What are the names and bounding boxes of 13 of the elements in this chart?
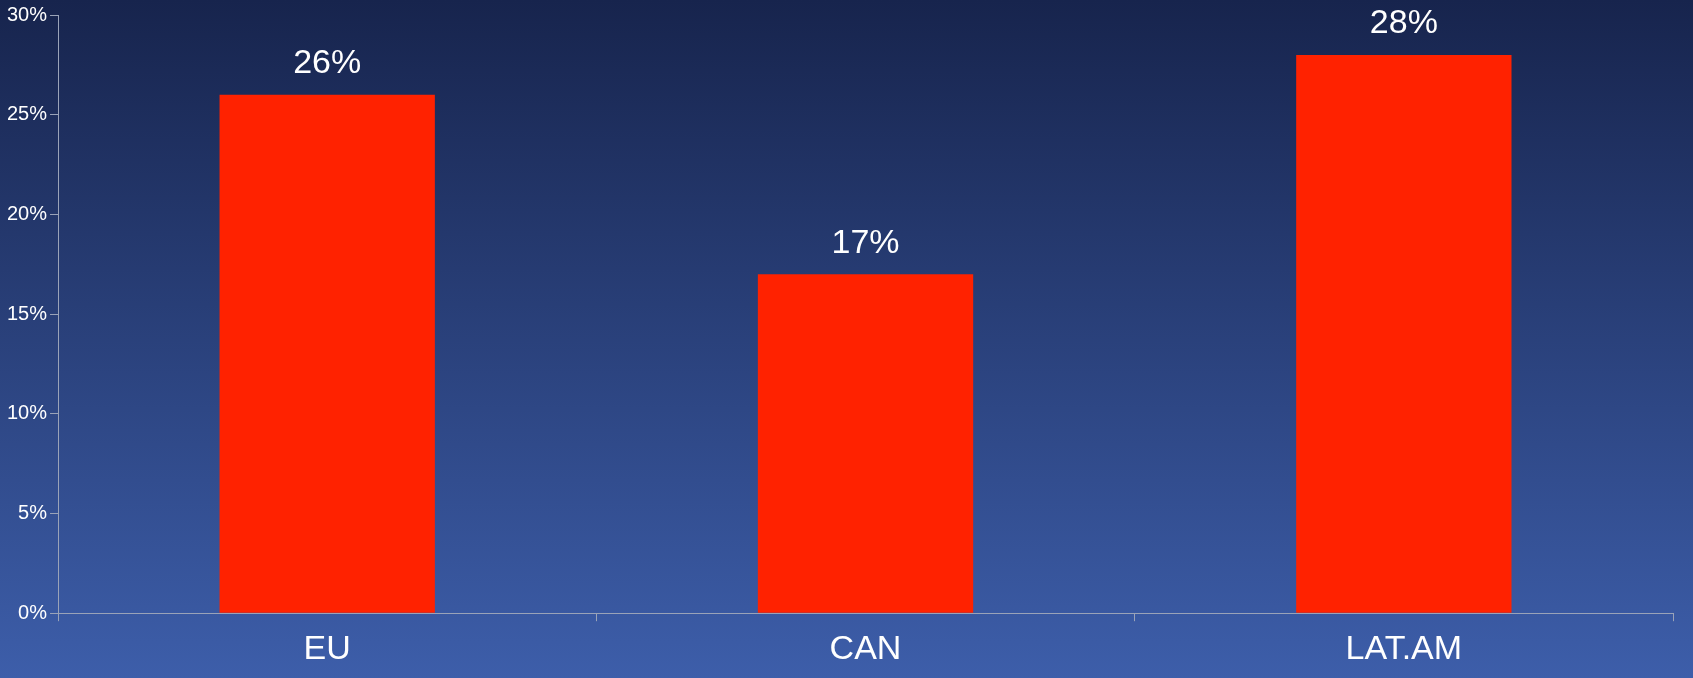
y-tick-label: 20% (7, 201, 48, 224)
y-tick-label: 5% (18, 501, 48, 524)
y-tick-label: 0% (18, 600, 48, 623)
y-tick-label: 15% (7, 301, 48, 324)
y-tick-label: 10% (7, 401, 48, 424)
y-tick-label: 30% (7, 2, 48, 25)
data-label: 26% (293, 42, 362, 81)
data-label: 17% (831, 221, 900, 260)
data-label: 28% (1369, 2, 1438, 41)
y-tick-label: 25% (7, 102, 48, 125)
x-tick-label: EU (303, 627, 351, 666)
x-tick-label: CAN (829, 627, 902, 666)
x-tick-label: LAT.AM (1345, 627, 1463, 666)
